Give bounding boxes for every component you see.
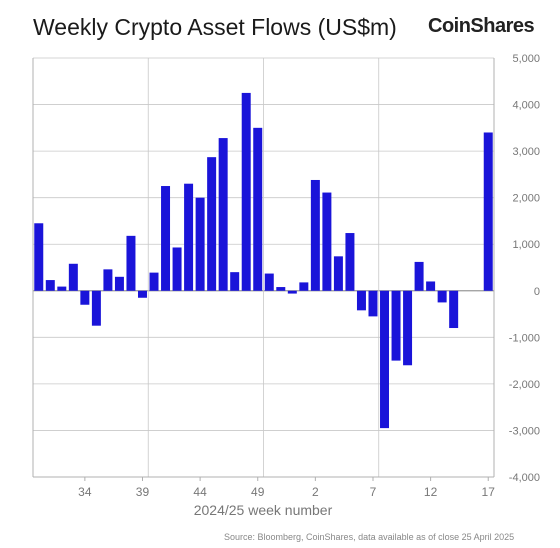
flow-bar — [91, 290, 101, 326]
flow-bar — [230, 272, 240, 291]
x-tick-label: 44 — [193, 485, 207, 499]
x-tick-label: 34 — [78, 485, 92, 499]
flow-bar — [45, 280, 55, 291]
flow-bar — [287, 290, 297, 294]
flow-bar — [426, 281, 436, 291]
flow-bar — [437, 290, 447, 303]
x-tick-label: 39 — [136, 485, 150, 499]
x-tick-label: 49 — [251, 485, 265, 499]
chart-bars — [34, 92, 493, 429]
y-tick-label: 1,000 — [512, 239, 540, 251]
y-tick-label: -4,000 — [509, 472, 540, 484]
flow-bar — [80, 290, 90, 305]
flow-bar — [184, 183, 194, 291]
y-tick-label: -2,000 — [509, 379, 540, 391]
flow-bar — [161, 186, 171, 291]
flow-bar — [333, 256, 343, 291]
flow-bar — [368, 290, 378, 317]
flow-bar — [218, 138, 228, 291]
x-tick-label: 2 — [312, 485, 319, 499]
flow-bar — [57, 286, 67, 291]
flow-bar — [380, 290, 390, 429]
y-tick-label: 0 — [534, 286, 540, 298]
chart-grid — [33, 57, 494, 478]
y-tick-label: 4,000 — [512, 100, 540, 112]
y-tick-label: 3,000 — [512, 146, 540, 158]
flow-bar — [449, 290, 459, 329]
flow-bar — [103, 269, 113, 291]
flow-bar — [299, 282, 309, 291]
flow-bar — [264, 273, 274, 291]
flow-bar — [195, 197, 205, 291]
flow-bar — [310, 179, 320, 291]
flow-bar — [391, 290, 401, 361]
source-note: Source: Bloomberg, CoinShares, data avai… — [224, 532, 515, 542]
flow-bar — [137, 290, 147, 298]
flow-bar — [114, 276, 124, 291]
flow-bar — [68, 263, 78, 291]
y-tick-label: -1,000 — [509, 332, 540, 344]
flow-bar — [172, 247, 182, 291]
chart-title: Weekly Crypto Asset Flows (US$m) — [33, 14, 397, 40]
y-tick-label: 5,000 — [512, 53, 540, 65]
x-axis-title: 2024/25 week number — [194, 502, 333, 518]
flow-bar — [483, 132, 493, 291]
flow-bar — [149, 272, 159, 291]
flow-bar — [403, 290, 413, 366]
flow-bar — [414, 261, 424, 291]
flow-bar — [345, 233, 355, 291]
flow-bar — [126, 235, 136, 291]
flow-bar — [253, 127, 263, 291]
flow-bar — [276, 287, 286, 291]
flow-bar — [322, 192, 332, 291]
flow-bar — [356, 290, 366, 311]
flow-bar — [241, 92, 251, 291]
y-tick-label: 2,000 — [512, 193, 540, 205]
x-tick-label: 12 — [424, 485, 438, 499]
x-tick-label: 17 — [482, 485, 496, 499]
chart-axes: 5,000 4,000 3,000 2,000 1,000 0 -1,000 -2,000 -3… — [32, 53, 540, 518]
y-tick-label: -3,000 — [509, 425, 540, 437]
flow-bar — [34, 223, 44, 291]
coinshares-logo: CoinShares — [428, 15, 535, 37]
x-tick-label: 7 — [370, 485, 377, 499]
flow-bar — [207, 157, 217, 291]
